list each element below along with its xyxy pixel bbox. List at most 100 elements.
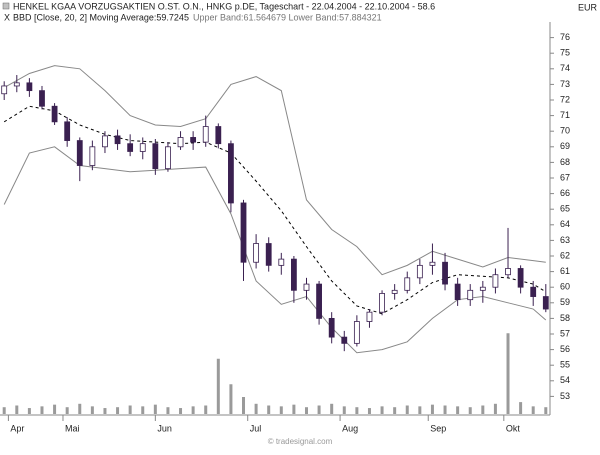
candle-body <box>391 289 398 294</box>
y-tick-label: 64 <box>560 219 570 229</box>
candle-body <box>102 135 108 148</box>
y-tick-label: 76 <box>560 32 570 42</box>
volume-bar <box>519 402 523 414</box>
chart-subtitle: BBD [Close, 20, 2] Moving Average:59.724… <box>13 12 189 22</box>
y-tick-label: 61 <box>560 266 570 276</box>
volume-bar <box>506 333 510 414</box>
candle-body <box>303 283 310 291</box>
candle-body <box>76 140 83 166</box>
moving-average <box>3 105 547 315</box>
volume-bar <box>103 408 107 414</box>
volume-bar <box>15 405 19 414</box>
volume-bar <box>405 405 409 414</box>
candle-body <box>127 143 134 152</box>
candle-body <box>1 85 8 95</box>
candle-body <box>253 243 260 263</box>
volume-bar <box>380 406 384 414</box>
candle-body <box>442 261 448 285</box>
y-tick-label: 66 <box>560 188 570 198</box>
watermark: © tradesignal.com <box>268 437 333 446</box>
y-tick-label: 58 <box>560 313 570 323</box>
volume-bar <box>141 406 145 414</box>
volume-bar <box>90 406 94 414</box>
candle-body <box>505 268 511 276</box>
candle-body <box>165 146 171 170</box>
y-tick-label: 68 <box>560 157 570 167</box>
x-tick-label: Apr <box>10 423 24 433</box>
y-tick-label: 54 <box>560 375 570 385</box>
volume-bar <box>418 406 422 414</box>
candle-body <box>328 317 335 338</box>
candle-body <box>202 126 209 143</box>
x-tick-label: Jun <box>157 423 172 433</box>
candle-body <box>177 137 184 148</box>
volume-bar <box>342 406 346 414</box>
candle-body <box>152 143 159 170</box>
candle-body <box>240 202 247 263</box>
volume-bar <box>2 407 6 414</box>
candle-body <box>404 277 411 291</box>
volume-bar <box>27 408 31 414</box>
volume-bar <box>254 403 258 414</box>
y-tick-label: 75 <box>560 48 570 58</box>
volume-bar <box>317 405 321 414</box>
volume-bar <box>292 404 296 414</box>
candle-body <box>479 286 486 291</box>
candle-body <box>13 82 20 87</box>
volume-bar <box>166 407 170 414</box>
volume-bar <box>481 405 485 414</box>
candle-body <box>416 264 423 279</box>
y-tick-label: 57 <box>560 328 570 338</box>
candle-body <box>26 82 33 92</box>
volume-bar <box>544 407 548 414</box>
candle-body <box>341 336 348 344</box>
y-tick-label: 70 <box>560 126 570 136</box>
volume-bar <box>229 384 233 414</box>
candle-body <box>265 243 272 266</box>
volume-bar <box>116 407 120 414</box>
y-tick-label: 53 <box>560 391 570 401</box>
volume-bar <box>191 406 195 414</box>
candle-body <box>454 283 461 301</box>
volume-bar <box>242 397 246 414</box>
volume-bar <box>355 407 359 414</box>
volume-bar <box>430 404 434 414</box>
x-tick-label: Okt <box>506 423 521 433</box>
y-tick-label: 63 <box>560 235 570 245</box>
candle-body <box>429 261 436 266</box>
candle-body <box>316 283 322 319</box>
candle-body <box>51 105 58 123</box>
icon <box>2 2 10 10</box>
y-tick-label: 65 <box>560 204 570 214</box>
y-tick-label: 74 <box>560 63 570 73</box>
y-tick-label: 72 <box>560 94 570 104</box>
volume-bar <box>493 403 497 414</box>
volume-bar <box>367 408 371 414</box>
volume-bar <box>267 405 271 414</box>
candle-body <box>228 143 234 204</box>
candle-body <box>278 258 285 266</box>
candle-body <box>290 258 297 291</box>
candle-body <box>530 286 537 297</box>
volume-bar <box>456 406 460 414</box>
indicator-icon: X <box>4 12 10 22</box>
candle-body <box>190 137 197 143</box>
volume-bar <box>393 407 397 414</box>
volume-bar <box>531 406 535 414</box>
candle-body <box>89 146 96 166</box>
candle-body <box>517 268 524 288</box>
y-tick-label: 73 <box>560 79 570 89</box>
volume-bar <box>468 407 472 414</box>
volume-bar <box>216 358 220 414</box>
candle-body <box>379 293 385 313</box>
y-tick-label: 67 <box>560 172 570 182</box>
y-tick-label: 69 <box>560 141 570 151</box>
y-tick-label: 55 <box>560 360 570 370</box>
candle-body <box>39 90 45 107</box>
volume-bar <box>279 406 283 414</box>
volume-bar <box>179 408 183 414</box>
candle-body <box>114 135 121 145</box>
volume-bar <box>304 407 308 414</box>
band-values: Upper Band:61.564679 Lower Band:57.88432… <box>193 12 382 22</box>
